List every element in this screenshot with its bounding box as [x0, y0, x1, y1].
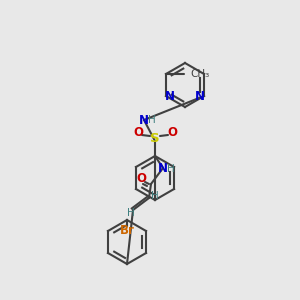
Text: O: O: [133, 127, 143, 140]
Text: N: N: [195, 89, 205, 103]
Text: O: O: [136, 172, 146, 185]
Text: N: N: [165, 89, 175, 103]
Text: S: S: [150, 131, 160, 145]
Text: CH₃: CH₃: [190, 69, 209, 79]
Text: H: H: [148, 115, 156, 125]
Text: O: O: [167, 127, 177, 140]
Text: N: N: [158, 161, 168, 175]
Text: H: H: [127, 208, 135, 218]
Text: H: H: [167, 164, 175, 174]
Text: H: H: [151, 191, 159, 201]
Text: Br: Br: [120, 224, 134, 236]
Text: N: N: [139, 113, 149, 127]
